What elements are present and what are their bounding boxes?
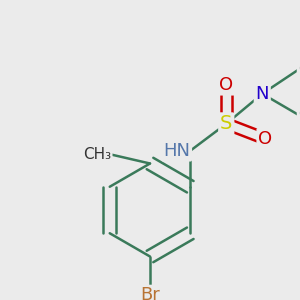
Text: N: N — [256, 85, 269, 103]
Text: O: O — [219, 76, 233, 94]
Text: CH₃: CH₃ — [83, 147, 111, 162]
Text: CH₃: CH₃ — [298, 62, 300, 77]
Text: O: O — [258, 130, 272, 148]
Text: HN: HN — [163, 142, 190, 160]
Text: Br: Br — [140, 286, 160, 300]
Text: CH₃: CH₃ — [298, 107, 300, 122]
Text: S: S — [220, 114, 232, 133]
